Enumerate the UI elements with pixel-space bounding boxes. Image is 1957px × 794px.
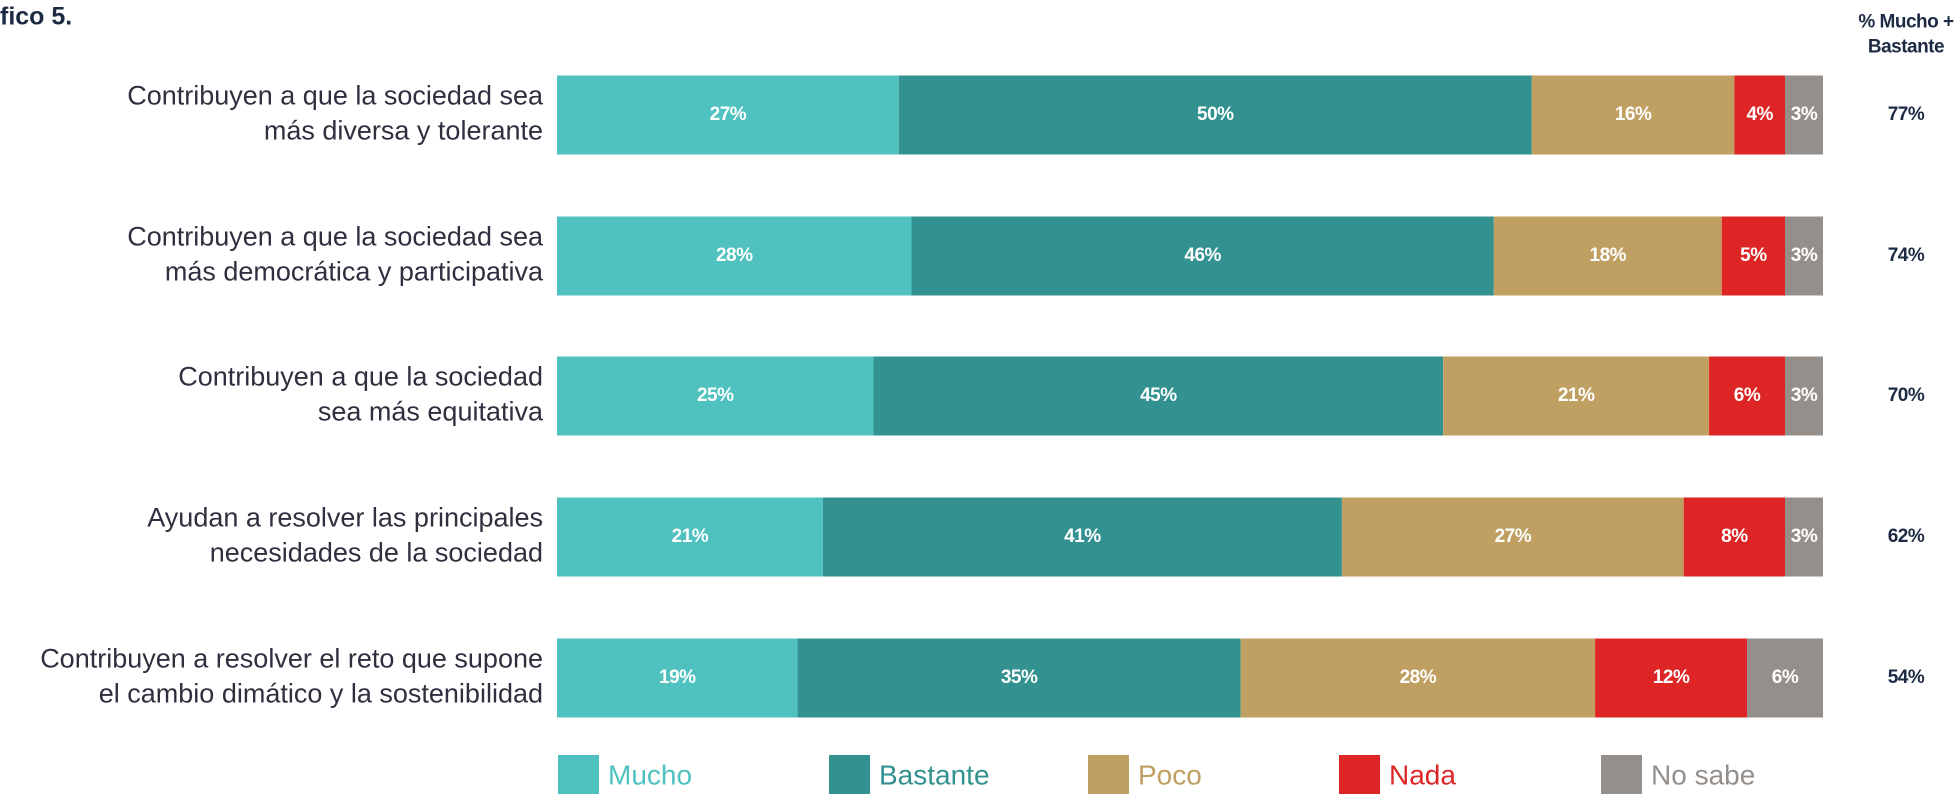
bar-segment (1785, 497, 1823, 577)
data-label: 27% (710, 104, 747, 125)
total-label: 70% (1888, 385, 1925, 406)
bar-segment (911, 216, 1494, 296)
legend-swatch (558, 755, 599, 794)
legend-label: Nada (1389, 759, 1456, 790)
bar-segment (1785, 356, 1823, 436)
category-label: Contribuyen a que la sociedad sea más div… (127, 81, 544, 146)
data-label: 5% (1740, 245, 1767, 266)
data-label: 19% (659, 667, 696, 688)
category-label: Contribuyen a que la sociedad sea más dem… (127, 222, 544, 287)
total-header: % Mucho + Bastante (1858, 12, 1954, 58)
chart-title: fico 5. (0, 3, 72, 31)
bar-segment (873, 356, 1444, 436)
total-label: 54% (1888, 667, 1925, 688)
data-label: 18% (1590, 245, 1627, 266)
data-label: 28% (1400, 667, 1437, 688)
bar-segment (1443, 356, 1710, 436)
bar-segment (822, 497, 1342, 577)
data-label: 3% (1791, 104, 1818, 125)
data-label: 25% (697, 385, 734, 406)
legend-swatch (1088, 755, 1129, 794)
data-label: 6% (1772, 667, 1799, 688)
bar-segment (1721, 216, 1786, 296)
bar-segment (1595, 638, 1748, 718)
bar-segment (898, 75, 1532, 155)
data-label: 21% (672, 526, 709, 547)
data-label: 28% (716, 245, 753, 266)
data-label: 41% (1064, 526, 1101, 547)
category-label: Contribuyen a resolver el reto que supon… (40, 644, 543, 709)
data-label: 16% (1615, 104, 1652, 125)
data-label: 3% (1791, 385, 1818, 406)
bar-segment (1747, 638, 1823, 718)
legend-label: No sabe (1651, 759, 1755, 790)
data-label: 35% (1001, 667, 1038, 688)
legend-swatch (1601, 755, 1642, 794)
data-label: 21% (1558, 385, 1595, 406)
bar-segment (557, 75, 899, 155)
bar-segment (1683, 497, 1786, 577)
data-label: 50% (1197, 104, 1234, 125)
bar-segment (1493, 216, 1722, 296)
bar-segment (557, 356, 874, 436)
data-label: 4% (1746, 104, 1773, 125)
data-label: 8% (1721, 526, 1748, 547)
data-label: 6% (1734, 385, 1761, 406)
legend-swatch (1339, 755, 1380, 794)
category-label: Contribuyen a que la sociedad sea más equ… (178, 362, 544, 427)
bar-segment (1531, 75, 1735, 155)
bar-segment (1709, 356, 1786, 436)
bar-segment (797, 638, 1241, 718)
legend-label: Mucho (608, 759, 692, 790)
data-label: 27% (1495, 526, 1532, 547)
legend-label: Bastante (879, 759, 990, 790)
category-label: Ayudan a resolver las principales necesid… (147, 503, 543, 568)
total-label: 74% (1888, 245, 1925, 266)
bar-segment (557, 497, 823, 577)
total-label: 62% (1888, 526, 1925, 547)
data-label: 46% (1184, 245, 1221, 266)
legend-label: Poco (1138, 759, 1202, 790)
bar-segment (1785, 216, 1823, 296)
bar-segment (1240, 638, 1596, 718)
legend-swatch (829, 755, 870, 794)
bar-segment (1734, 75, 1786, 155)
data-label: 45% (1140, 385, 1177, 406)
data-label: 3% (1791, 526, 1818, 547)
bar-segment (557, 216, 912, 296)
bar-segment (1785, 75, 1823, 155)
data-label: 3% (1791, 245, 1818, 266)
bar-segment (557, 638, 798, 718)
total-label: 77% (1888, 104, 1925, 125)
data-label: 12% (1653, 667, 1690, 688)
bar-segment (1341, 497, 1684, 577)
